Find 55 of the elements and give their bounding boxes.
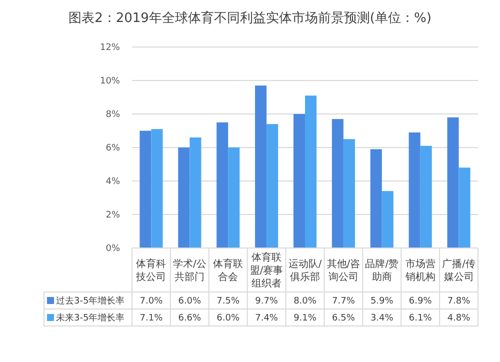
- data-label: 6.0%: [216, 314, 240, 324]
- x-tick-label: 其他/咨询公司: [326, 258, 360, 283]
- x-tick-label: 体育联盟/赛事组织者: [250, 252, 284, 290]
- data-label: 7.8%: [447, 296, 471, 307]
- x-tick-label: 体育科技公司: [135, 258, 166, 283]
- y-tick-label: 8%: [106, 110, 120, 120]
- x-tick-label: 学术/公共部门: [172, 258, 206, 283]
- y-tick-label: 0%: [106, 244, 120, 254]
- bar: [343, 139, 355, 248]
- y-tick-label: 10%: [100, 76, 120, 87]
- bar: [178, 148, 190, 248]
- bar: [216, 122, 228, 248]
- data-label: 6.6%: [178, 314, 202, 324]
- bar: [140, 130, 152, 248]
- data-label: 9.7%: [255, 296, 278, 307]
- data-label: 7.0%: [140, 296, 164, 307]
- bar: [151, 129, 163, 248]
- y-tick-label: 4%: [106, 177, 120, 188]
- legend-label: 未来3-5年增长率: [56, 312, 125, 324]
- data-label: 6.1%: [408, 314, 432, 324]
- bar: [420, 146, 432, 248]
- bar: [228, 148, 240, 248]
- bar: [190, 137, 202, 248]
- y-tick-label: 12%: [100, 43, 120, 54]
- bar: [255, 86, 267, 248]
- x-tick-label: 广播/传媒公司: [442, 258, 476, 283]
- y-tick-label: 6%: [106, 144, 120, 154]
- data-label: 3.4%: [370, 314, 394, 324]
- bar: [332, 119, 344, 248]
- x-tick-label: 运动队/俱乐部: [288, 258, 322, 283]
- data-label: 5.9%: [370, 296, 394, 307]
- data-label: 7.4%: [255, 314, 278, 324]
- x-tick-label: 市场营销机构: [404, 258, 436, 283]
- bar: [293, 114, 305, 248]
- bar: [447, 117, 459, 248]
- data-label: 7.1%: [140, 314, 164, 324]
- legend-label: 过去3-5年增长率: [56, 296, 125, 307]
- data-label: 6.9%: [408, 296, 432, 307]
- bar: [370, 149, 382, 248]
- bar: [305, 96, 317, 248]
- bar: [458, 168, 470, 248]
- bar: [382, 191, 394, 248]
- data-label: 8.0%: [294, 296, 317, 307]
- chart-title: 图表2：2019年全球体育不同利益实体市场前景预测(单位：%): [68, 10, 432, 26]
- data-label: 6.5%: [332, 314, 356, 324]
- x-tick-label: 体育联合会: [213, 258, 244, 283]
- bar: [266, 124, 278, 248]
- data-label: 7.5%: [216, 296, 240, 307]
- x-tick-label: 品牌/赞助商: [365, 258, 399, 283]
- data-label: 4.8%: [447, 314, 471, 324]
- bar: [408, 132, 420, 248]
- data-label: 7.7%: [332, 296, 356, 307]
- y-tick-label: 2%: [106, 210, 120, 221]
- data-label: 6.0%: [178, 296, 202, 307]
- data-label: 9.1%: [294, 314, 317, 324]
